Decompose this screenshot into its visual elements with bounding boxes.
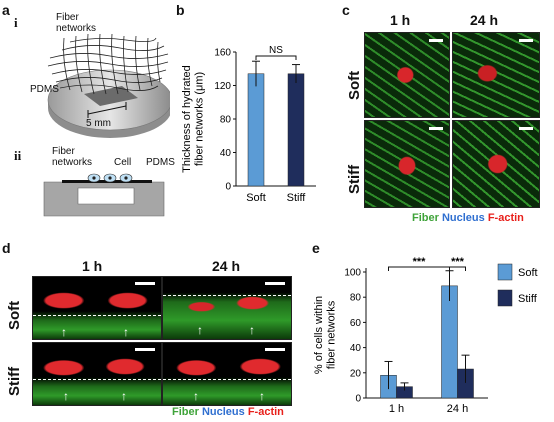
micrograph-d-stiff-1h: ↑ ↑ [32, 342, 162, 406]
micrograph-stiff-1h [364, 120, 450, 208]
bar-soft-24h [441, 285, 458, 399]
pdms-hole [84, 86, 138, 106]
y-axis-label: Thickness of hydratedfiber networks (μm) [181, 65, 206, 173]
x-tick-label: Stiff [287, 192, 307, 204]
panel-a-ii-label: ii [14, 148, 22, 163]
chart-b: 0 40 80 120 160 Soft Stiff NS Thickness of hydra… [181, 45, 316, 204]
pdms-label: PDMS [30, 84, 59, 95]
panel-a-label: a [2, 2, 10, 18]
panel-c-label: c [342, 2, 350, 18]
legend-factin-d: F-actin [247, 406, 284, 418]
y-tick-label: 0 [225, 182, 231, 193]
device-illustration [47, 33, 170, 138]
y-tick-label: 160 [214, 48, 231, 59]
panel-c-col-24h: 24 h [470, 12, 499, 28]
panel-d-row-soft: Soft [6, 300, 23, 330]
panel-c-row-stiff: Stiff [346, 164, 363, 194]
y-tick-label: 120 [214, 81, 231, 92]
bar-soft [247, 73, 265, 187]
bar-stiff [287, 73, 305, 187]
legend-factin: F-actin [487, 212, 524, 224]
y-axis-label: % of cells withinfiber networks [313, 296, 338, 374]
legend-swatch-soft [497, 263, 513, 281]
legend-label-soft: Soft [518, 267, 538, 279]
micrograph-stiff-24h [452, 120, 540, 208]
legend-label-stiff: Stiff [518, 293, 538, 305]
significance-label: *** [413, 256, 427, 268]
cell-label: Cell [114, 157, 132, 168]
micrograph-d-soft-1h: ↑ ↑ [32, 276, 162, 340]
y-tick-label: 100 [344, 268, 361, 279]
panel-a-i-label: i [14, 15, 18, 30]
legend-nucleus-d: Nucleus [201, 406, 245, 418]
legend-swatch-stiff [497, 289, 513, 307]
x-tick-label: Soft [246, 192, 266, 204]
legend-nucleus: Nucleus [441, 212, 485, 224]
y-tick-label: 80 [220, 115, 232, 126]
fiber-networks-label: Fiber networks [56, 12, 97, 34]
chart-e: 0 20 40 60 80 100 1 h 24 h *** *** Soft Stiff % of c… [313, 256, 538, 415]
legend-fiber: Fiber [412, 212, 439, 224]
fiber-networks-label-ii: Fiber networks [52, 146, 93, 168]
panel-d-row-stiff: Stiff [6, 366, 23, 396]
significance-bracket [255, 55, 297, 60]
scale-5mm-label: 5 mm [86, 118, 111, 129]
significance-bracket-stiffness [449, 266, 466, 271]
y-tick-label: 0 [355, 394, 361, 405]
fiber-network-mesh [47, 33, 169, 95]
x-tick-label: 24 h [447, 403, 468, 415]
y-tick-label: 40 [350, 343, 362, 354]
panel-e-label: e [312, 240, 320, 256]
y-tick-label: 40 [220, 148, 232, 159]
micrograph-d-soft-24h: ↑ ↑ [162, 276, 292, 340]
panel-d-label: d [2, 240, 11, 256]
stain-legend-d: Fiber Nucleus F-actin [172, 406, 284, 418]
panel-d-col-24h: 24 h [212, 258, 241, 274]
micrograph-soft-1h [364, 32, 450, 118]
pdms-label-ii: PDMS [146, 157, 175, 168]
legend-fiber-d: Fiber [172, 406, 199, 418]
panel-d-col-1h: 1 h [82, 258, 103, 274]
significance-label: *** [451, 256, 465, 268]
significance-label: NS [269, 45, 283, 56]
panel-c-col-1h: 1 h [390, 12, 411, 28]
cross-section-illustration [43, 173, 165, 217]
stain-legend-c: Fiber Nucleus F-actin [412, 212, 524, 224]
pdms-cross-section [43, 181, 165, 217]
panel-b-label: b [176, 2, 185, 18]
x-tick-label: 1 h [389, 403, 404, 415]
micrograph-d-stiff-24h: ↑ ↑ [162, 342, 292, 406]
y-tick-label: 60 [350, 318, 362, 329]
scale-bar [519, 39, 533, 42]
scale-line [87, 105, 127, 115]
panel-c-row-soft: Soft [346, 70, 363, 100]
micrograph-soft-24h [452, 32, 540, 118]
y-tick-label: 20 [350, 368, 362, 379]
cells [87, 173, 133, 183]
scale-bar [429, 39, 443, 42]
scale-bar [519, 127, 533, 130]
y-tick-label: 80 [350, 293, 362, 304]
scale-bar [429, 127, 443, 130]
